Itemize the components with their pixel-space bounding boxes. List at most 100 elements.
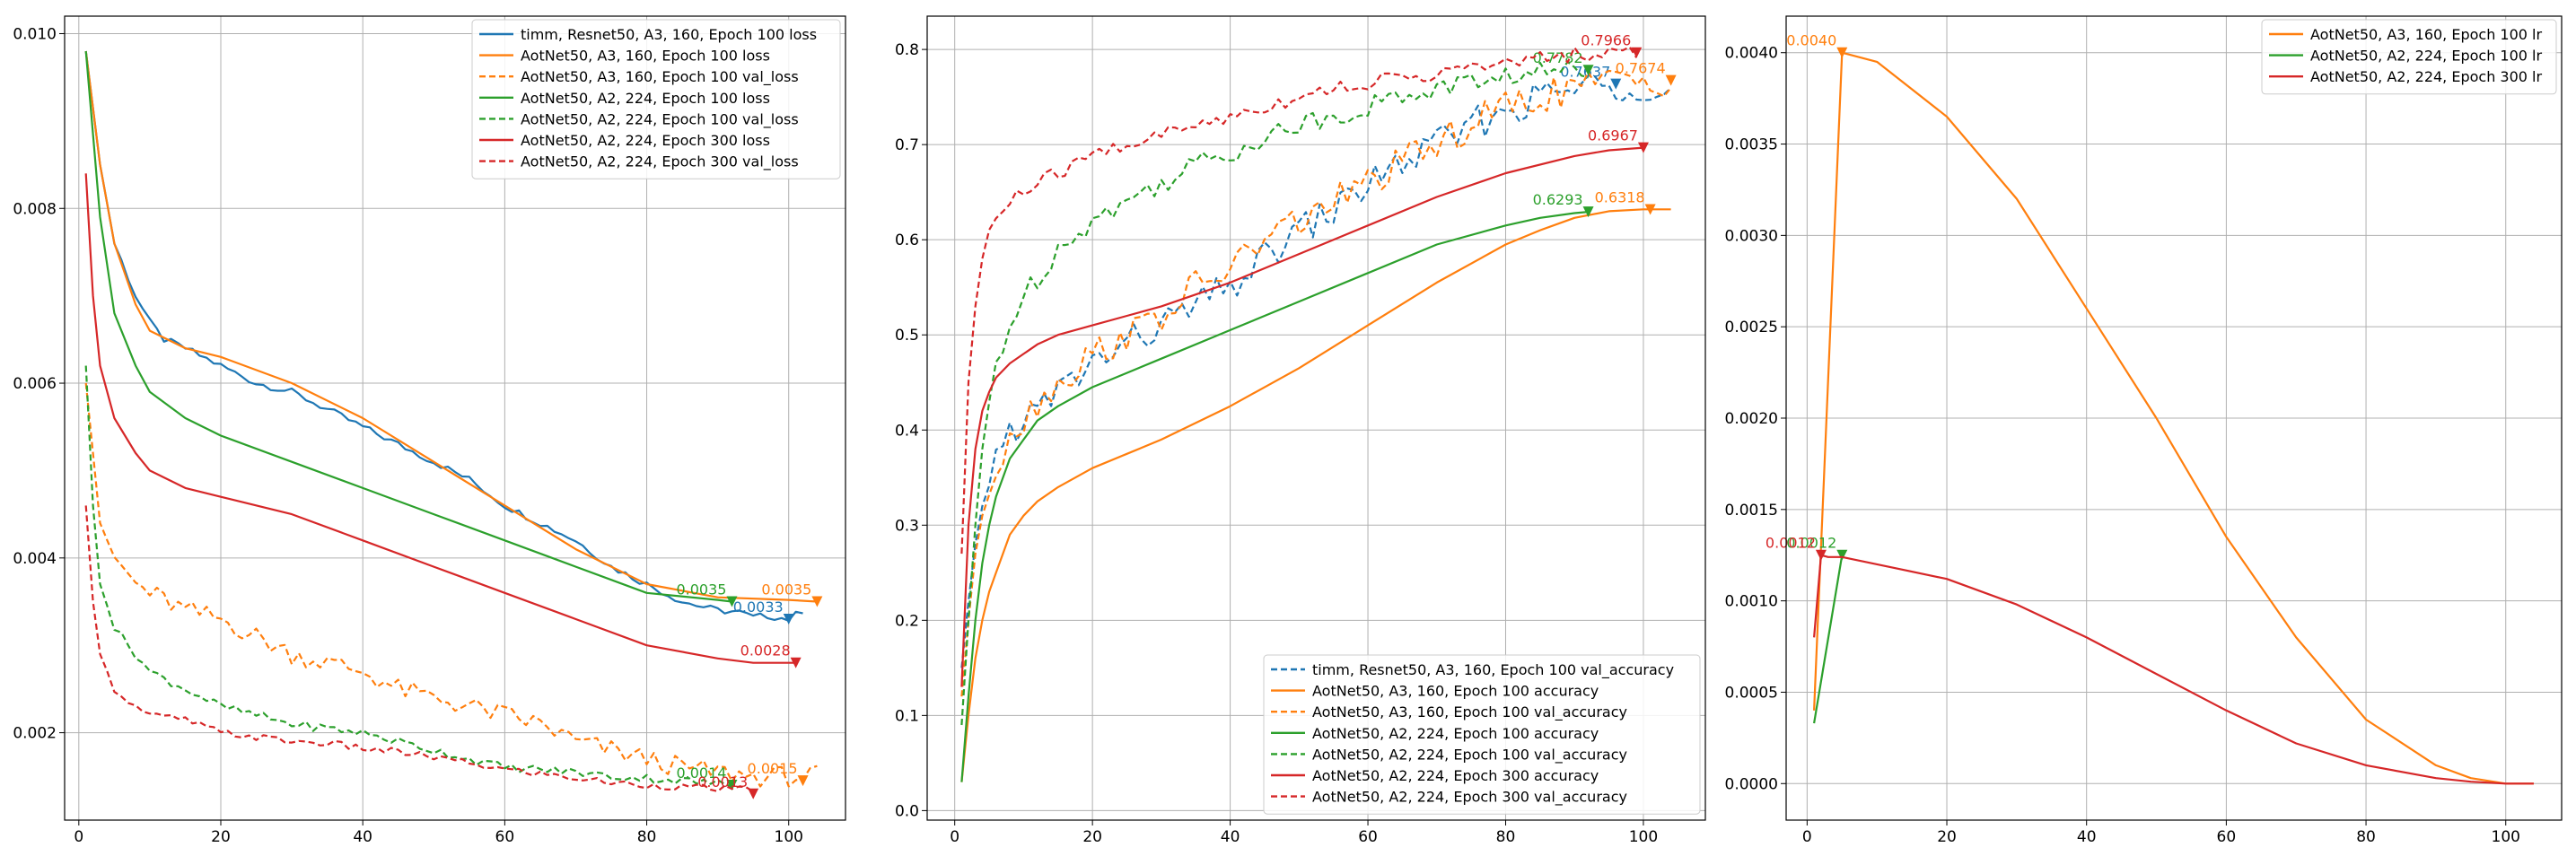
y-tick-label: 0.3	[895, 517, 919, 535]
y-tick-label: 0.4	[895, 422, 919, 440]
y-tick-label: 0.010	[13, 25, 57, 43]
legend: timm, Resnet50, A3, 160, Epoch 100 val_a…	[1263, 654, 1701, 815]
series-line	[84, 505, 754, 793]
x-tick-label: 80	[637, 828, 657, 846]
series-line	[1813, 554, 2534, 785]
grid	[1786, 16, 2562, 820]
series-end-value-label: 0.0035	[761, 581, 811, 598]
legend-box	[2261, 19, 2557, 95]
series-end-value-label: 0.0015	[748, 760, 798, 777]
y-tick-label: 0.0010	[1725, 593, 1778, 611]
x-tick-label: 80	[2356, 828, 2376, 846]
ticks: 0 20 40 60 80 100 0.002 0.004 0.006 0.008 0.010	[13, 25, 803, 846]
x-tick-label: 20	[1937, 828, 1957, 846]
legend-label: timm, Resnet50, A3, 160, Epoch 100 loss	[521, 26, 817, 43]
series-end-value-label: 0.6967	[1588, 127, 1638, 144]
series-line	[960, 46, 1638, 555]
y-tick-label: 0.1	[895, 707, 919, 725]
series-group: 0.00330.00350.00150.00350.00140.00280.00…	[84, 50, 823, 799]
y-tick-label: 0.5	[895, 327, 919, 345]
x-tick-label: 60	[2217, 828, 2237, 846]
x-tick-label: 40	[353, 828, 372, 846]
series-end-marker	[797, 775, 809, 787]
series-end-value-label: 0.6318	[1595, 188, 1645, 205]
x-tick-label: 40	[1221, 828, 1240, 846]
legend-label: AotNet50, A3, 160, Epoch 100 val_accurac…	[1312, 703, 1627, 721]
series-line	[960, 69, 1672, 697]
series-end-value-label: 0.7782	[1533, 49, 1583, 66]
series-end-marker	[1815, 549, 1827, 561]
x-tick-label: 100	[1629, 828, 1658, 846]
y-tick-label: 0.008	[13, 200, 57, 218]
series-end-marker	[1665, 74, 1677, 86]
series-line	[1813, 51, 2534, 785]
y-tick-label: 0.0000	[1725, 775, 1778, 793]
series-line	[1813, 555, 1844, 724]
y-tick-label: 0.006	[13, 375, 57, 393]
x-tick-label: 20	[211, 828, 231, 846]
legend-label: AotNet50, A3, 160, Epoch 100 loss	[521, 48, 770, 65]
x-tick-label: 100	[2492, 828, 2520, 846]
legend-label: AotNet50, A3, 160, Epoch 100 val_loss	[521, 68, 799, 86]
series-end-value-label: 0.7966	[1581, 32, 1631, 49]
series-line	[960, 208, 1671, 782]
series-end-value-label: 0.6293	[1533, 191, 1583, 208]
legend: AotNet50, A3, 160, Epoch 100 lr AotNet50,…	[2261, 19, 2557, 95]
series-end-value-label: 0.0012	[1786, 535, 1836, 552]
legend-box	[1263, 654, 1701, 815]
series-group: 0.7637 0.6318 0.7674 0.6293 0.7782 0.6967 0.79…	[960, 32, 1677, 782]
y-tick-label: 0.004	[13, 550, 57, 568]
accuracy-panel: 0.7637 0.6318 0.7674 0.6293 0.7782 0.6967 0.79…	[895, 15, 1706, 846]
x-tick-label: 20	[1082, 828, 1102, 846]
ticks: 0 20 40 60 80 100 0.0 0.1 0.2 0.3 0.4 0.5 0.6 0.7 0.8	[895, 41, 1658, 846]
x-tick-label: 60	[495, 828, 515, 846]
series-end-value-label: 0.7637	[1560, 64, 1610, 81]
series-end-value-label: 0.0014	[676, 764, 726, 782]
y-tick-label: 0.0020	[1725, 410, 1778, 428]
y-tick-label: 0.7	[895, 136, 919, 154]
y-tick-label: 0.0040	[1725, 45, 1778, 63]
x-tick-label: 100	[775, 828, 803, 846]
series-end-value-label: 0.0035	[676, 581, 726, 598]
series-end-value-label: 0.0033	[733, 598, 784, 616]
series-end-marker	[790, 657, 802, 668]
x-tick-label: 0	[1802, 828, 1812, 846]
loss-panel: 0.00330.00350.00150.00350.00140.00280.00…	[13, 15, 846, 846]
y-tick-label: 0.0005	[1725, 684, 1778, 702]
series-end-marker	[748, 788, 759, 799]
legend-label: AotNet50, A2, 224, Epoch 100 lr	[2310, 48, 2543, 65]
series-end-value-label: 0.0012	[1766, 535, 1816, 552]
series-end-value-label: 0.0028	[740, 642, 791, 659]
legend-label: AotNet50, A2, 224, Epoch 100 val_accurac…	[1312, 746, 1627, 764]
legend-label: AotNet50, A2, 224, Epoch 100 accuracy	[1312, 725, 1599, 742]
legend-label: AotNet50, A3, 160, Epoch 100 lr	[2310, 26, 2543, 43]
series-line	[84, 173, 796, 664]
y-tick-label: 0.0	[895, 802, 919, 820]
y-tick-label: 0.0035	[1725, 136, 1778, 154]
legend-label: AotNet50, A2, 224, Epoch 300 loss	[521, 132, 770, 149]
series-line	[84, 365, 732, 788]
legend-label: AotNet50, A2, 224, Epoch 300 lr	[2310, 68, 2543, 85]
legend-label: AotNet50, A2, 224, Epoch 100 loss	[521, 90, 770, 107]
x-tick-label: 0	[950, 828, 959, 846]
series-end-value-label: 0.0040	[1786, 32, 1836, 49]
y-tick-label: 0.8	[895, 41, 919, 59]
y-tick-label: 0.6	[895, 231, 919, 249]
axes-frame	[926, 15, 1706, 821]
legend-label: AotNet50, A2, 224, Epoch 300 val_loss	[521, 153, 799, 171]
legend-label: AotNet50, A3, 160, Epoch 100 accuracy	[1312, 683, 1599, 700]
y-tick-label: 0.002	[13, 725, 57, 743]
series-line	[84, 50, 732, 603]
series-end-value-label: 0.0013	[697, 773, 748, 790]
legend-label: AotNet50, A2, 224, Epoch 300 accuracy	[1312, 767, 1599, 784]
y-tick-label: 0.0030	[1725, 227, 1778, 245]
y-tick-label: 0.2	[895, 612, 919, 630]
x-tick-label: 0	[74, 828, 83, 846]
legend-label: AotNet50, A2, 224, Epoch 100 val_loss	[521, 110, 799, 128]
legend-box	[471, 19, 841, 179]
series-end-marker	[1631, 47, 1643, 58]
x-tick-label: 40	[2077, 828, 2097, 846]
